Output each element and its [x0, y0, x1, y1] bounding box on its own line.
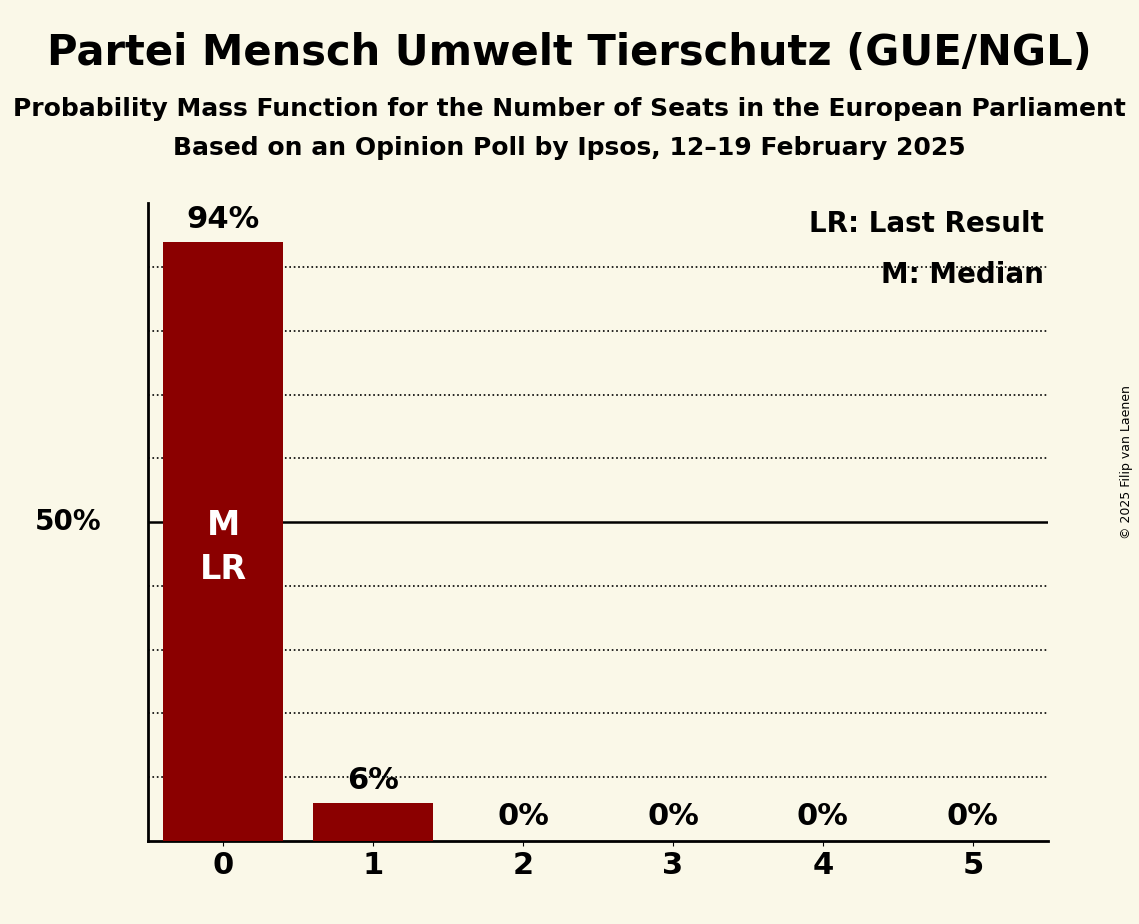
Text: 0%: 0% [797, 802, 849, 832]
Text: 0%: 0% [947, 802, 999, 832]
Text: 6%: 6% [347, 766, 399, 795]
Text: © 2025 Filip van Laenen: © 2025 Filip van Laenen [1121, 385, 1133, 539]
Text: M: Median: M: Median [880, 261, 1043, 288]
Bar [163, 241, 284, 841]
Bar [313, 803, 433, 841]
Text: Partei Mensch Umwelt Tierschutz (GUE/NGL): Partei Mensch Umwelt Tierschutz (GUE/NGL… [47, 32, 1092, 74]
Text: LR: Last Result: LR: Last Result [809, 210, 1043, 237]
Text: M
LR: M LR [199, 509, 247, 586]
Text: 0%: 0% [647, 802, 699, 832]
Text: 94%: 94% [187, 205, 260, 234]
Text: Based on an Opinion Poll by Ipsos, 12–19 February 2025: Based on an Opinion Poll by Ipsos, 12–19… [173, 136, 966, 160]
Text: 50%: 50% [35, 508, 101, 536]
Text: 0%: 0% [497, 802, 549, 832]
Text: Probability Mass Function for the Number of Seats in the European Parliament: Probability Mass Function for the Number… [13, 97, 1126, 121]
